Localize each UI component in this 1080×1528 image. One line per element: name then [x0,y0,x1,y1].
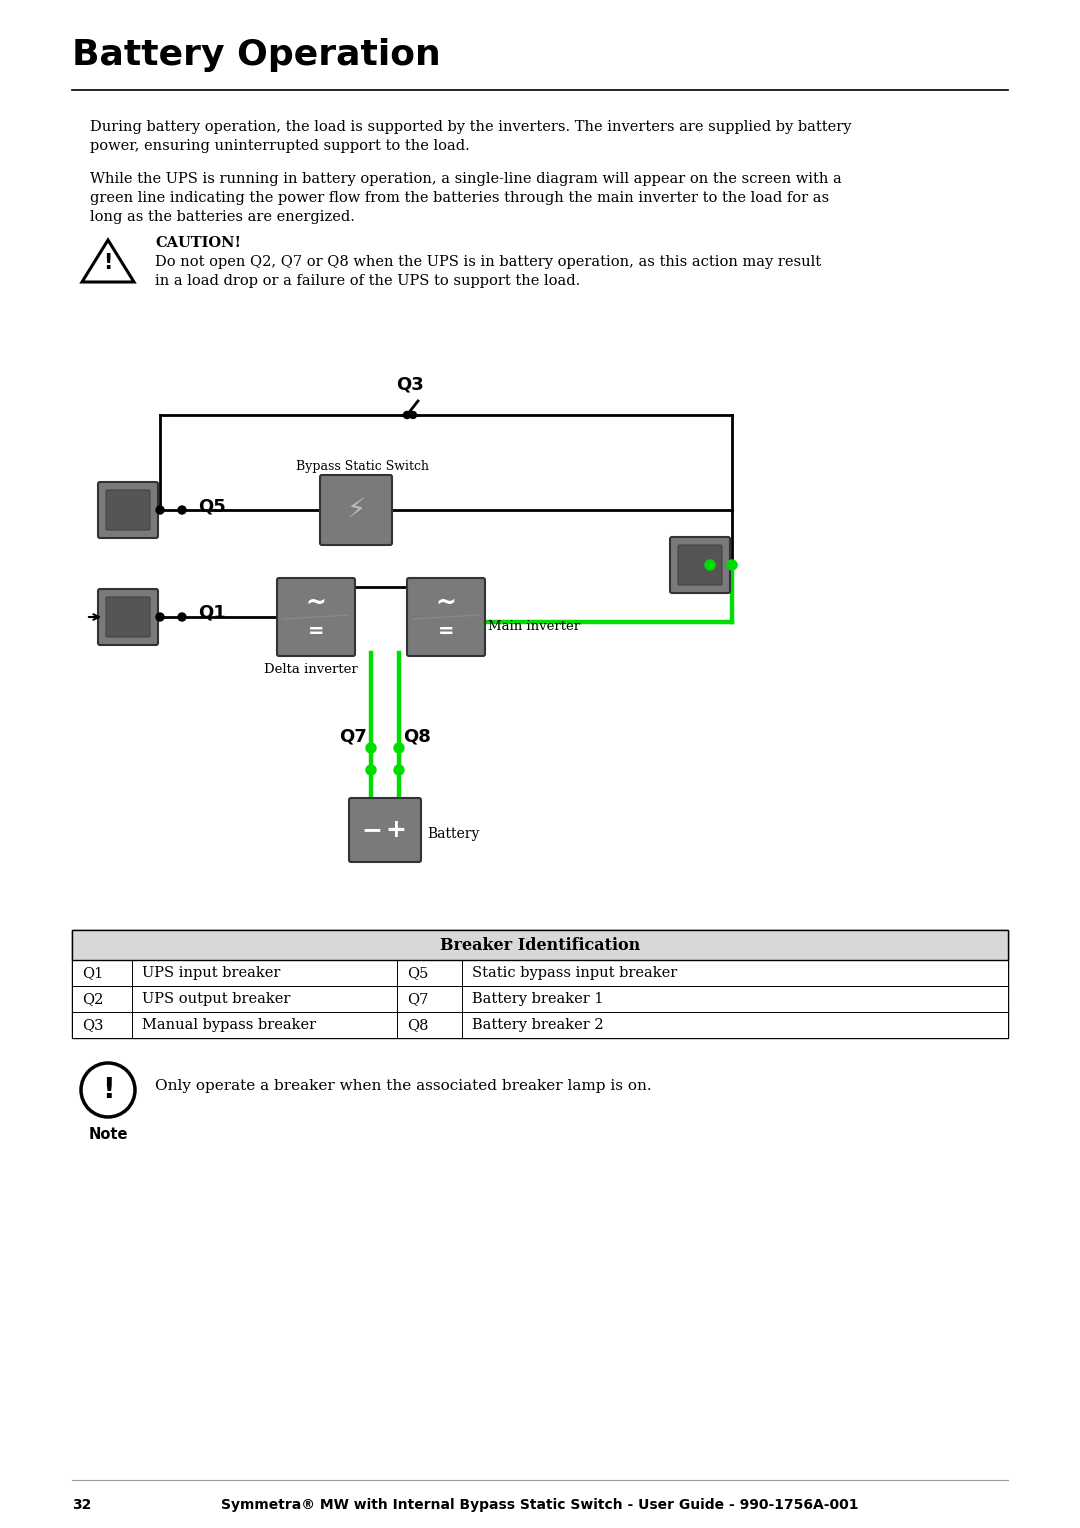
Text: power, ensuring uninterrupted support to the load.: power, ensuring uninterrupted support to… [90,139,470,153]
Text: Q1: Q1 [198,604,226,622]
Text: Only operate a breaker when the associated breaker lamp is on.: Only operate a breaker when the associat… [156,1079,651,1093]
Text: Symmetra® MW with Internal Bypass Static Switch - User Guide - 990-1756A-001: Symmetra® MW with Internal Bypass Static… [221,1497,859,1513]
Text: in a load drop or a failure of the UPS to support the load.: in a load drop or a failure of the UPS t… [156,274,580,287]
Circle shape [705,559,715,570]
FancyBboxPatch shape [678,545,723,585]
Circle shape [394,743,404,753]
Text: Static bypass input breaker: Static bypass input breaker [472,966,677,979]
Bar [72,931,1008,1038]
Text: Q1: Q1 [82,966,104,979]
Text: Battery Operation: Battery Operation [72,38,441,72]
Text: −: − [362,817,382,842]
Text: Q2: Q2 [674,549,702,565]
FancyBboxPatch shape [106,597,150,637]
Bar [72,1012,1008,1038]
Bar [72,986,1008,1012]
Text: Bypass Static Switch: Bypass Static Switch [296,460,429,474]
Text: Manual bypass breaker: Manual bypass breaker [141,1018,316,1031]
Circle shape [404,411,410,419]
Circle shape [178,613,186,620]
FancyBboxPatch shape [98,588,158,645]
Circle shape [156,613,164,620]
Text: Q3: Q3 [396,374,423,393]
Text: UPS input breaker: UPS input breaker [141,966,281,979]
Text: Note: Note [89,1128,127,1141]
Text: Q7: Q7 [407,992,429,1005]
Text: Main inverter: Main inverter [488,620,580,634]
Circle shape [727,559,737,570]
Text: green line indicating the power flow from the batteries through the main inverte: green line indicating the power flow fro… [90,191,829,205]
Text: 32: 32 [72,1497,92,1513]
Text: Battery breaker 2: Battery breaker 2 [472,1018,604,1031]
Text: =: = [437,622,455,640]
Text: Q5: Q5 [407,966,429,979]
Text: Battery breaker 1: Battery breaker 1 [472,992,604,1005]
FancyBboxPatch shape [276,578,355,656]
Text: Breaker Identification: Breaker Identification [440,937,640,953]
Text: ~: ~ [306,591,326,614]
Text: Q8: Q8 [403,727,431,746]
Circle shape [366,766,376,775]
Circle shape [409,411,417,419]
FancyBboxPatch shape [106,490,150,530]
Text: Do not open Q2, Q7 or Q8 when the UPS is in battery operation, as this action ma: Do not open Q2, Q7 or Q8 when the UPS is… [156,255,821,269]
FancyBboxPatch shape [320,475,392,545]
Text: Q2: Q2 [82,992,104,1005]
Text: ⚡: ⚡ [347,497,366,524]
Text: long as the batteries are energized.: long as the batteries are energized. [90,209,355,225]
Text: CAUTION!: CAUTION! [156,235,241,251]
Circle shape [366,743,376,753]
Text: ~: ~ [435,591,457,614]
Text: Delta inverter: Delta inverter [265,663,357,675]
Text: Q5: Q5 [198,497,226,515]
Text: Battery: Battery [427,827,480,840]
Text: UPS output breaker: UPS output breaker [141,992,291,1005]
Text: Q3: Q3 [82,1018,104,1031]
Text: While the UPS is running in battery operation, a single-line diagram will appear: While the UPS is running in battery oper… [90,173,841,186]
Circle shape [394,766,404,775]
Bar [72,931,1008,960]
Text: Q8: Q8 [407,1018,429,1031]
Circle shape [178,506,186,513]
Text: During battery operation, the load is supported by the inverters. The inverters : During battery operation, the load is su… [90,121,851,134]
Text: Q7: Q7 [339,727,367,746]
Bar [72,960,1008,986]
Text: =: = [308,622,324,640]
FancyBboxPatch shape [670,536,730,593]
FancyBboxPatch shape [407,578,485,656]
Text: +: + [386,817,406,842]
Text: !: ! [102,1076,114,1105]
FancyBboxPatch shape [349,798,421,862]
Circle shape [156,506,164,513]
FancyBboxPatch shape [98,481,158,538]
Text: !: ! [104,254,112,274]
